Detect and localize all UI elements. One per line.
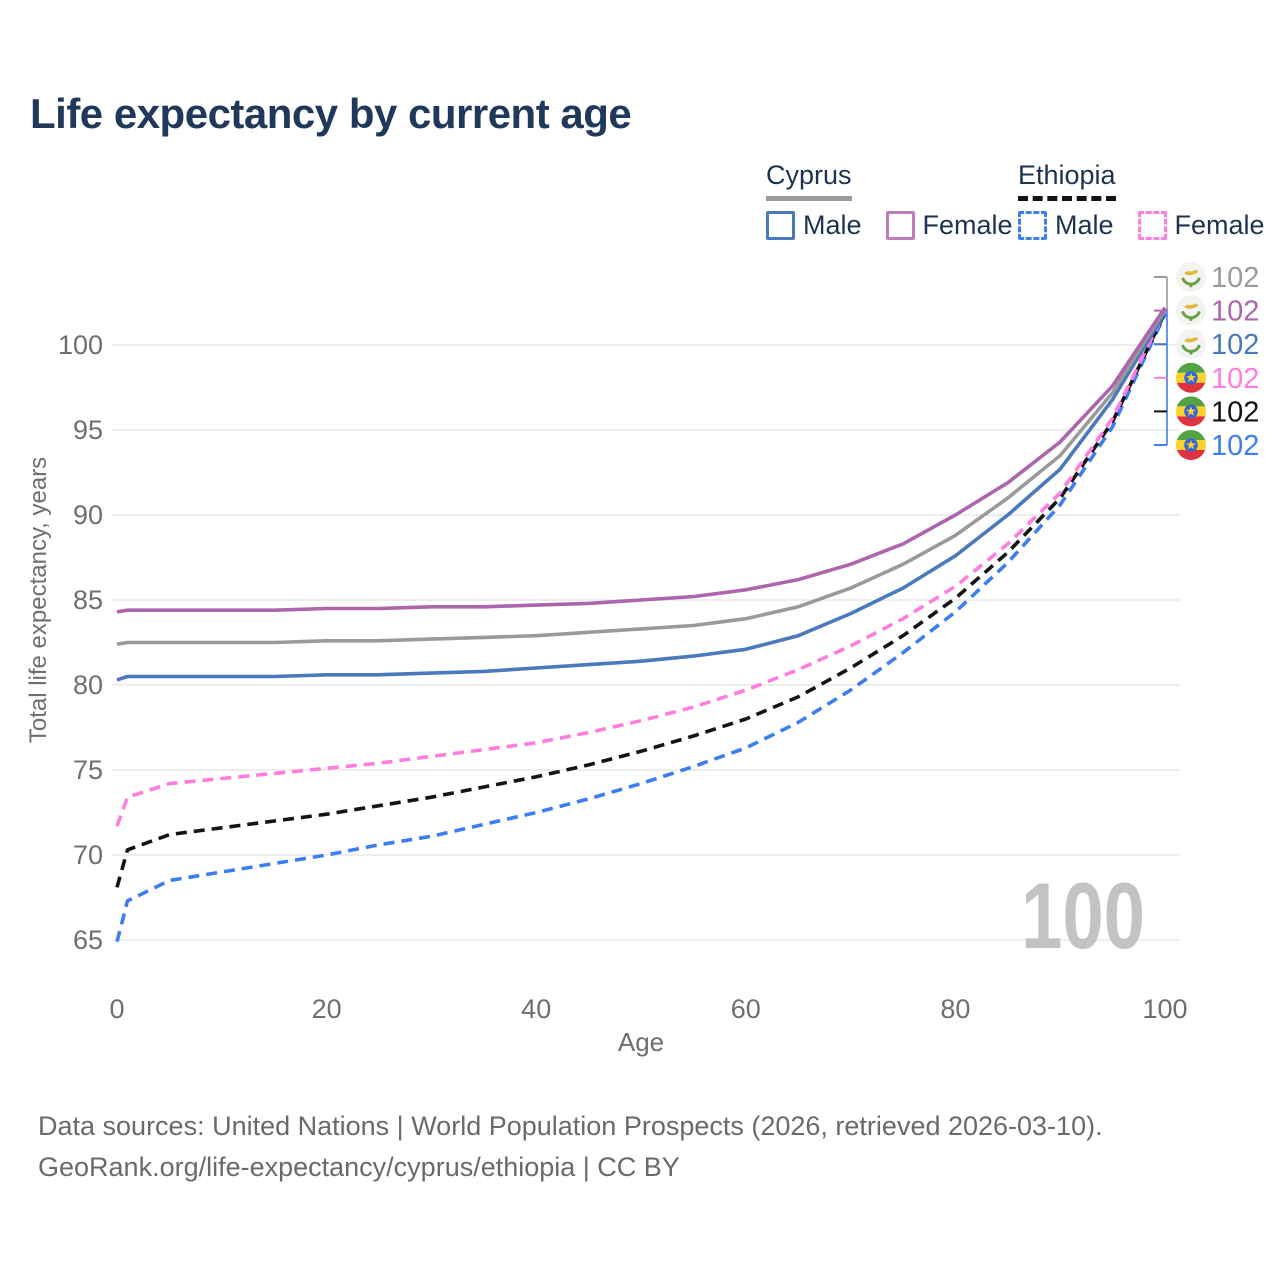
cyprus-flag-background [1176,262,1206,292]
y-tick-80: 80 [73,670,103,700]
ethiopia-stripe-green [1176,396,1206,407]
footer: Data sources: United Nations | World Pop… [38,1106,1103,1188]
y-axis-title: Total life expectancy, years [25,457,52,743]
x-tick-40: 40 [521,994,551,1024]
cyprus-flag-background [1176,329,1206,360]
cyprus-olive-branches [1181,311,1201,320]
end-label-cyprus-male: 102 [1211,329,1259,361]
page-title: Life expectancy by current age [30,90,632,137]
cyprus-flag-background [1176,295,1206,326]
legend-country-ethiopia[interactable]: Ethiopia [1018,160,1116,201]
cyprus-island-shape [1184,303,1198,309]
ethiopia-stripe-red [1176,416,1206,427]
x-tick-60: 60 [731,994,761,1024]
legend-item-ethiopia-male[interactable]: Male [1018,210,1114,241]
cyprus-flag-icon [1176,329,1206,360]
footer-data-sources: Data sources: United Nations | World Pop… [38,1111,1103,1141]
series-line-ethiopia-male[interactable] [115,313,1167,943]
series-line-cyprus-female[interactable] [116,306,1167,614]
legend-country-cyprus[interactable]: Cyprus [766,160,852,201]
ethiopia-stripe-red [1176,450,1206,460]
y-tick-95: 95 [73,415,103,445]
x-tick-20: 20 [312,994,342,1024]
legend-label: Female [1174,210,1265,240]
ethiopia-flag-icon [1176,362,1206,393]
life-expectancy-chart: 65 70 75 80 85 90 95 100 Total life expectancy, … [25,262,1259,1057]
cyprus-flag-icon [1176,295,1206,326]
cyprus-flag-icon [1176,262,1206,292]
end-label-cyprus-all: 102 [1211,262,1259,294]
legend-label: Male [1055,210,1114,240]
x-tick-0: 0 [109,994,124,1024]
y-tick-85: 85 [73,585,103,615]
legend-group-ethiopia: Ethiopia Male Female [1018,160,1265,241]
x-axis-title: Age [618,1027,664,1057]
ethiopia-stripe-green [1176,430,1206,440]
cyprus-olive-branches [1181,277,1201,286]
legend-item-ethiopia-female[interactable]: Female [1137,210,1265,241]
series-line-ethiopia-all[interactable] [115,311,1167,888]
ethiopia-male-swatch [1018,211,1047,240]
legend-label: Female [922,210,1013,240]
cyprus-island-shape [1184,337,1198,343]
y-tick-70: 70 [73,840,103,870]
cyprus-olive-branches [1181,344,1201,353]
cyprus-female-swatch [885,211,915,240]
cyprus-branch-stem [1189,351,1193,355]
legend-group-cyprus: Cyprus Male Female [766,160,1013,241]
ethiopia-star [1186,439,1196,450]
footer-attribution: GeoRank.org/life-expectancy/cyprus/ethio… [38,1152,680,1182]
legend-item-cyprus-female[interactable]: Female [885,210,1013,241]
y-tick-65: 65 [73,925,103,955]
ethiopia-flag-icon [1176,396,1206,427]
x-tick-80: 80 [940,994,970,1024]
cyprus-island-shape [1184,269,1198,276]
end-label-cyprus-female: 102 [1211,296,1259,328]
cyprus-male-swatch [766,211,795,240]
end-label-ethiopia-female: 102 [1211,363,1259,395]
ethiopia-star [1186,406,1196,416]
ethiopia-stripe-red [1176,382,1206,393]
y-tick-90: 90 [73,500,103,530]
cyprus-branch-stem [1189,284,1193,288]
ethiopia-star [1186,372,1196,383]
y-tick-100: 100 [58,330,103,360]
legend-label: Male [803,210,862,240]
x-tick-100: 100 [1142,994,1187,1024]
legend-item-cyprus-male[interactable]: Male [766,210,862,241]
ethiopia-flag-icon [1176,430,1206,460]
series-line-cyprus-male[interactable] [116,311,1167,682]
y-tick-75: 75 [73,755,103,785]
series-line-cyprus-all[interactable] [116,308,1167,646]
cyprus-branch-stem [1189,317,1193,321]
ethiopia-female-swatch [1137,211,1167,240]
end-label-ethiopia-all: 102 [1211,396,1259,428]
end-label-ethiopia-male: 102 [1211,430,1259,462]
series-line-ethiopia-female[interactable] [115,310,1167,827]
ethiopia-stripe-green [1176,362,1206,373]
age-counter-watermark: 100 [1021,863,1145,968]
